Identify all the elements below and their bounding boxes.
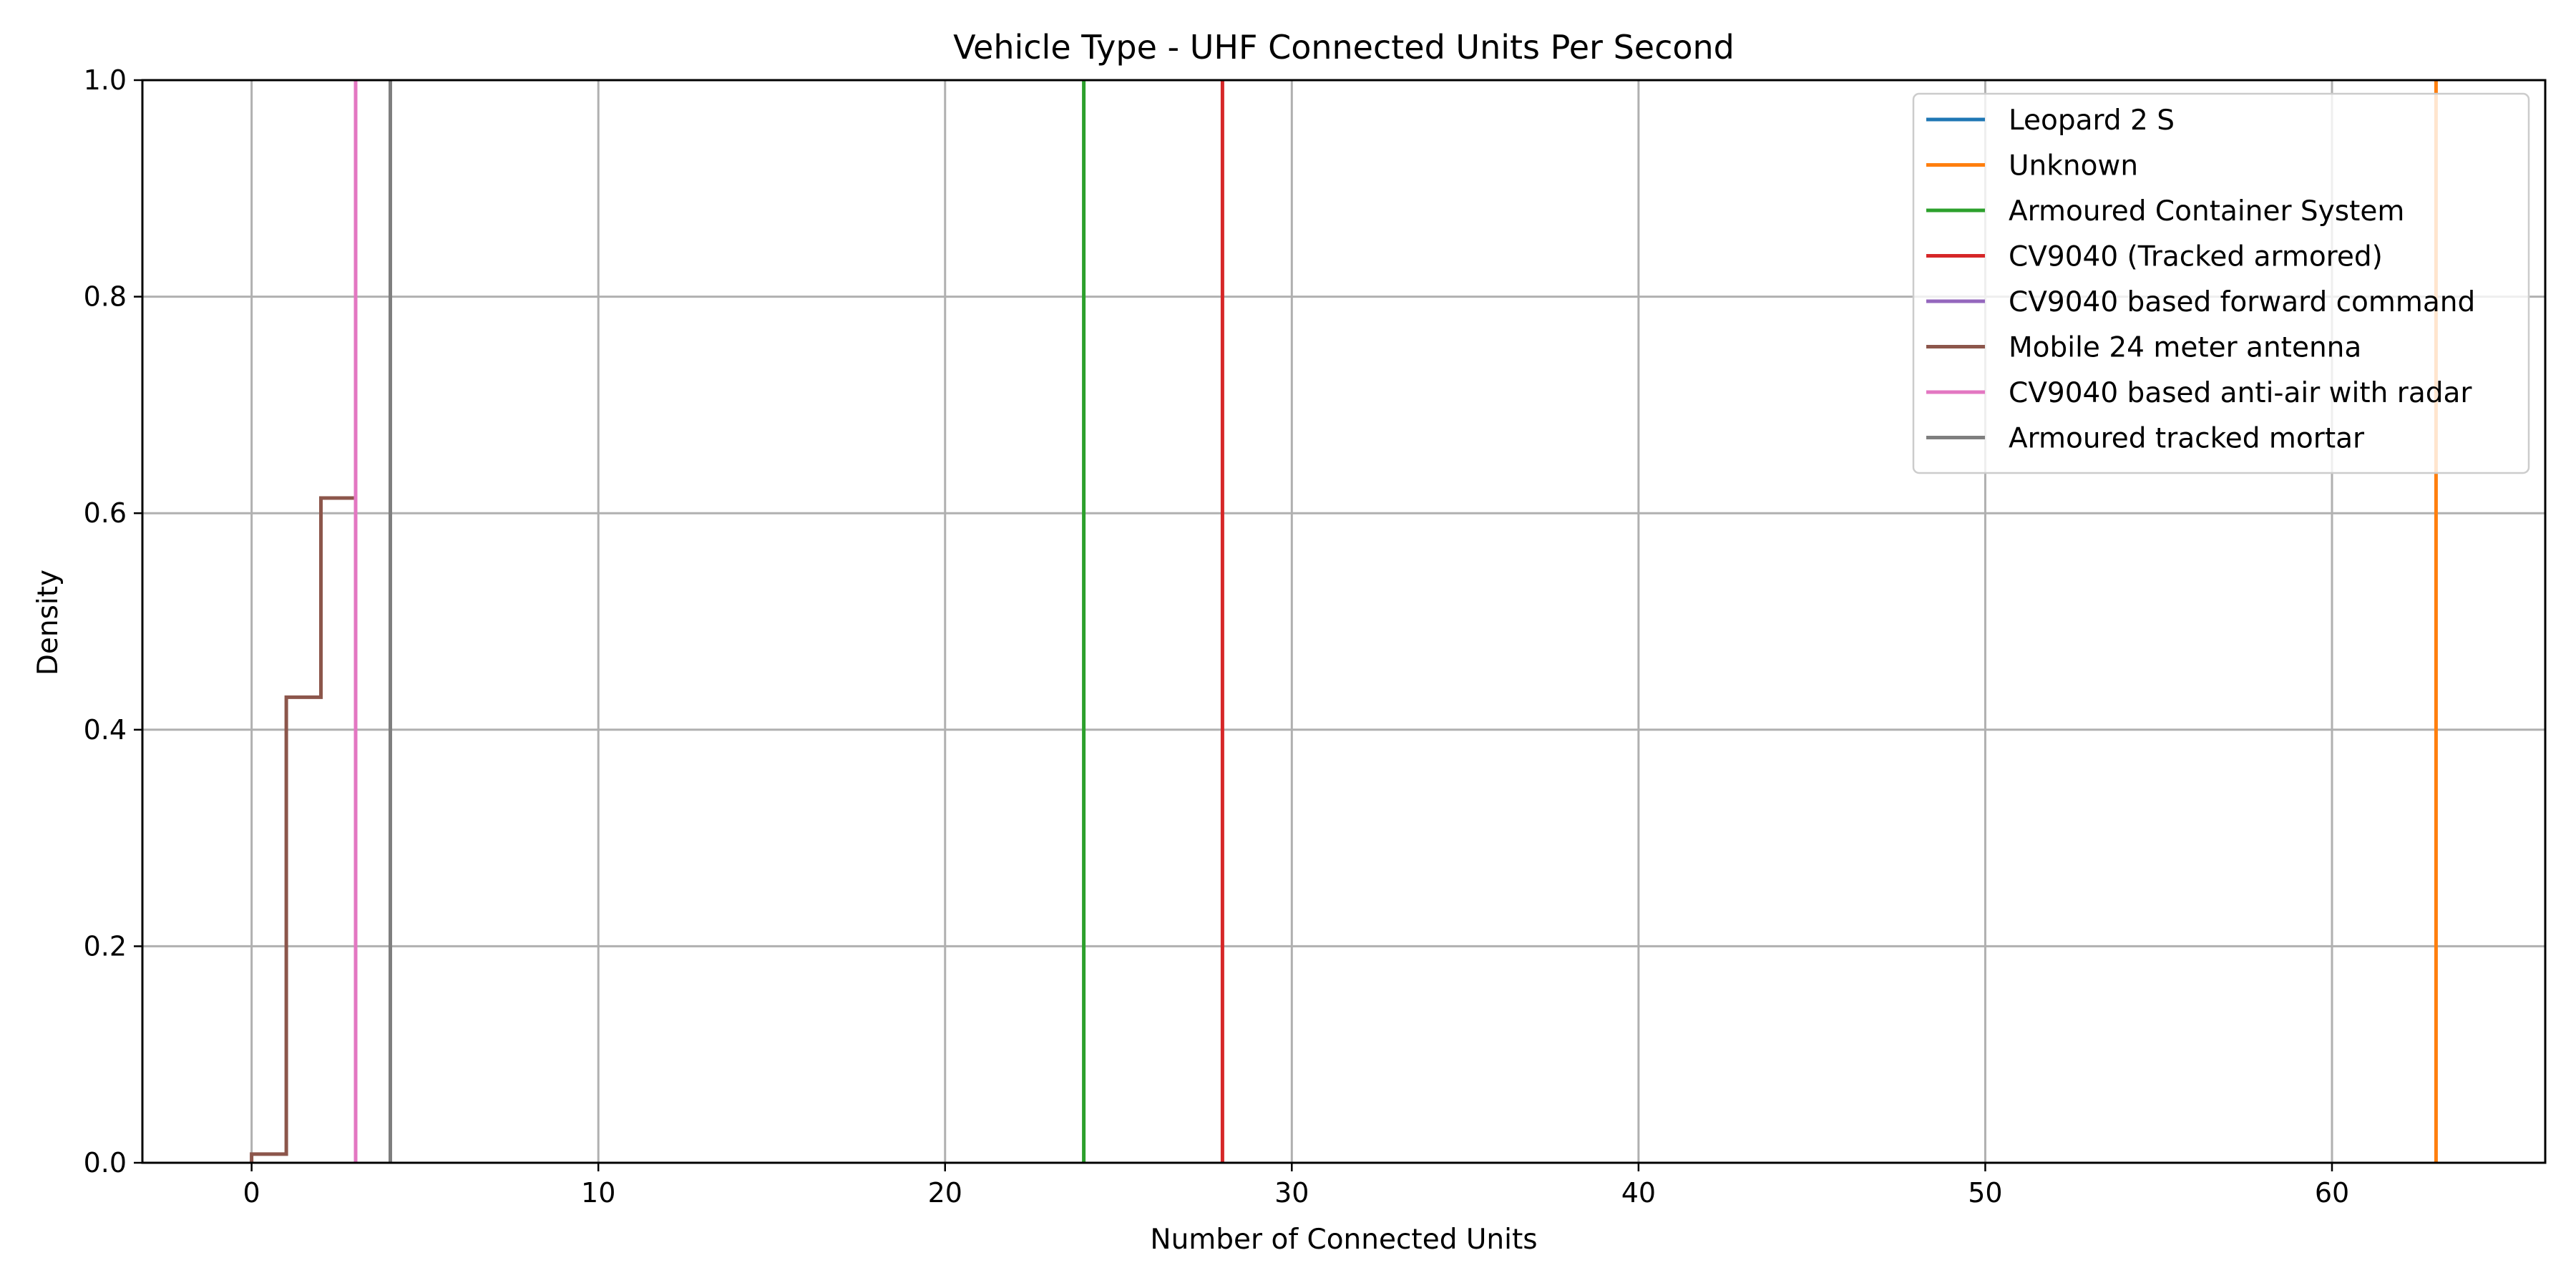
series-line-mobile-24-meter-antenna	[250, 496, 358, 1163]
legend-label: Mobile 24 meter antenna	[2009, 332, 2361, 364]
x-tick-label: 30	[1274, 1177, 1309, 1209]
x-tick-label: 0	[243, 1177, 260, 1209]
y-tick-label: 1.0	[84, 64, 127, 96]
legend-label: CV9040 based forward command	[2009, 286, 2475, 318]
legend: Leopard 2 S Unknown Armoured Container Sys…	[1912, 92, 2530, 474]
series-layer	[250, 80, 2438, 1163]
legend-box	[1912, 92, 2530, 474]
legend-label: Unknown	[2009, 150, 2138, 182]
x-tick-label: 60	[2315, 1177, 2349, 1209]
legend-label: Armoured Container System	[2009, 195, 2404, 228]
y-axis-label: Density	[32, 570, 64, 675]
legend-label: CV9040 based anti-air with radar	[2009, 377, 2472, 409]
ticks: 0 10 20 30 40 50 60 0.0 0.2 0.4 0.6 0.8 1.0	[84, 64, 2350, 1209]
y-tick-label: 0.0	[84, 1147, 127, 1179]
chart-title: Vehicle Type - UHF Connected Units Per S…	[953, 28, 1735, 67]
y-tick-label: 0.8	[84, 281, 127, 313]
x-tick-label: 50	[1968, 1177, 2002, 1209]
legend-label: Armoured tracked mortar	[2009, 423, 2365, 455]
plot-area-frame	[141, 79, 2547, 1164]
x-tick-label: 20	[928, 1177, 962, 1209]
x-tick-label: 40	[1621, 1177, 1656, 1209]
x-tick-label: 10	[581, 1177, 615, 1209]
y-tick-label: 0.2	[84, 930, 127, 962]
x-axis-label: Number of Connected Units	[1150, 1224, 1537, 1256]
y-tick-label: 0.4	[84, 714, 127, 746]
legend-label: Leopard 2 S	[2009, 104, 2175, 137]
y-tick-label: 0.6	[84, 497, 127, 529]
legend-label: CV9040 (Tracked armored)	[2009, 241, 2383, 273]
